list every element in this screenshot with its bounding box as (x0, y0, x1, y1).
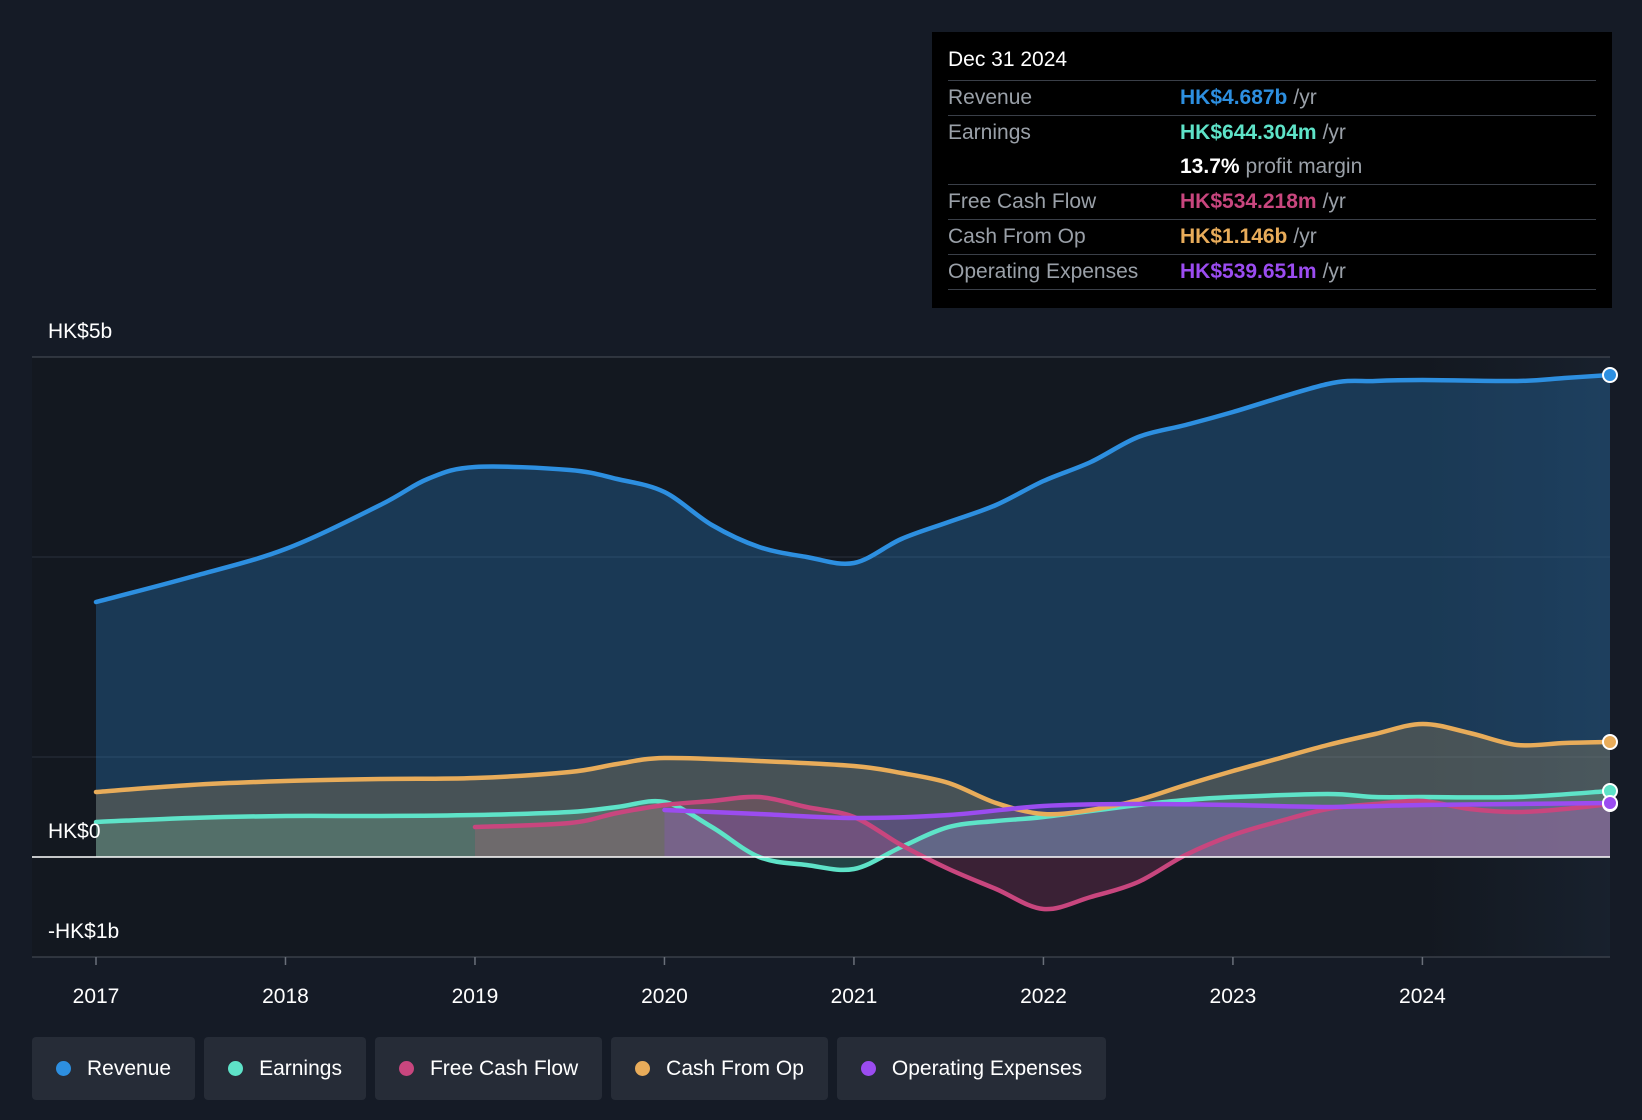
legend-label: Earnings (259, 1056, 342, 1080)
tooltip-unit: /yr (1322, 121, 1346, 144)
tooltip-unit: /yr (1293, 225, 1317, 248)
tooltip-label: Free Cash Flow (948, 190, 1097, 213)
tooltip-row-opex: Operating Expenses HK$539.651m /yr (948, 255, 1596, 290)
gridlines (32, 356, 1610, 958)
y-tick-label-top: HK$5b (48, 320, 113, 343)
legend-item-revenue[interactable]: Revenue (32, 1037, 196, 1100)
x-tick-label: 2017 (73, 985, 120, 1008)
x-tick-label: 2019 (452, 985, 499, 1008)
operating-expenses-line[interactable] (662, 800, 1613, 821)
operating-expenses-endpoint[interactable] (1602, 795, 1618, 811)
tooltip-row-profit-margin: 13.7% profit margin (948, 150, 1596, 185)
tooltip-label: Revenue (948, 86, 1033, 109)
tooltip-row-earnings: Earnings HK$644.304m /yr (948, 116, 1596, 150)
cash-from-op-area (96, 723, 1610, 857)
legend-dot-icon (860, 1061, 876, 1076)
tooltip-value: 13.7% (1180, 155, 1240, 178)
tooltip-panel: Dec 31 2024 Revenue HK$4.687b /yr Earnin… (932, 32, 1612, 308)
legend-label: Operating Expenses (891, 1056, 1083, 1080)
free-cash-flow-line[interactable] (472, 794, 1613, 912)
tooltip-unit: /yr (1322, 190, 1346, 213)
tooltip-date: Dec 31 2024 (948, 46, 1596, 81)
tooltip-value: HK$4.687b (1180, 86, 1288, 109)
x-tick-label: 2020 (641, 985, 688, 1008)
legend-dot-icon (228, 1061, 244, 1076)
x-tick-label: 2018 (262, 985, 309, 1008)
legend-item-free-cash-flow[interactable]: Free Cash Flow (374, 1037, 603, 1100)
x-tick-label: 2021 (831, 985, 878, 1008)
earnings-line[interactable] (93, 788, 1613, 873)
tooltip-label: Operating Expenses (948, 260, 1139, 283)
tooltip-value: HK$1.146b (1180, 225, 1288, 248)
legend-item-operating-expenses[interactable]: Operating Expenses (836, 1037, 1107, 1100)
y-tick-label-zero: HK$0 (48, 820, 101, 843)
legend-item-earnings[interactable]: Earnings (204, 1037, 366, 1100)
earnings-area (96, 791, 1610, 870)
revenue-line[interactable] (93, 372, 1613, 605)
series-endpoints (1602, 367, 1618, 812)
x-tick-label: 2022 (1020, 985, 1067, 1008)
tooltip-label: Cash From Op (948, 225, 1086, 248)
tooltip-value: HK$539.651m (1180, 260, 1317, 283)
tooltip-unit: /yr (1322, 260, 1346, 283)
series-lines (93, 372, 1613, 912)
legend-dot-icon (635, 1061, 651, 1076)
cash-from-op-endpoint[interactable] (1602, 734, 1618, 750)
legend-dot-icon (56, 1061, 71, 1076)
tooltip-value: HK$644.304m (1180, 121, 1317, 144)
legend-item-cash-from-op[interactable]: Cash From Op (611, 1037, 828, 1100)
legend: Revenue Earnings Free Cash Flow Cash Fro… (32, 1037, 1107, 1100)
tooltip-row-revenue: Revenue HK$4.687b /yr (948, 81, 1596, 115)
cash-from-op-line[interactable] (93, 721, 1613, 817)
y-tick-label-bottom: -HK$1b (48, 920, 120, 943)
tooltip-row-cash-from-op: Cash From Op HK$1.146b /yr (948, 220, 1596, 255)
tooltip-row-fcf: Free Cash Flow HK$534.218m /yr (948, 185, 1596, 220)
legend-label: Free Cash Flow (429, 1056, 579, 1080)
free-cash-flow-area (474, 796, 1610, 910)
legend-label: Revenue (87, 1056, 172, 1080)
tooltip-unit: /yr (1293, 86, 1317, 109)
revenue-area (96, 375, 1610, 857)
tooltip-label: Earnings (948, 121, 1031, 144)
tooltip-unit: profit margin (1245, 155, 1363, 178)
tooltip-value: HK$534.218m (1180, 190, 1317, 213)
x-tick-label: 2023 (1210, 985, 1257, 1008)
x-tick-label: 2024 (1399, 985, 1446, 1008)
series-areas (96, 375, 1610, 910)
x-axis-ticks: 2017 2018 2019 2020 2021 2022 2023 2024 (73, 957, 1446, 1008)
revenue-endpoint[interactable] (1602, 367, 1618, 383)
legend-dot-icon (398, 1061, 414, 1076)
legend-label: Cash From Op (666, 1056, 804, 1080)
